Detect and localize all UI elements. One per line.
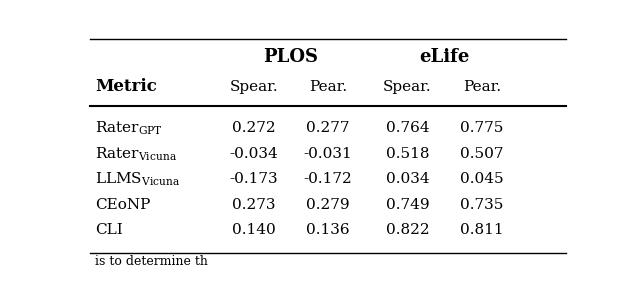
Text: 0.518: 0.518 <box>386 147 429 161</box>
Text: Spear.: Spear. <box>229 80 278 94</box>
Text: 0.272: 0.272 <box>232 122 275 135</box>
Text: Rater$_{\mathregular{Vicuna}}$: Rater$_{\mathregular{Vicuna}}$ <box>95 145 177 163</box>
Text: Rater$_{\mathregular{GPT}}$: Rater$_{\mathregular{GPT}}$ <box>95 119 163 137</box>
Text: 0.811: 0.811 <box>460 223 504 237</box>
Text: 0.273: 0.273 <box>232 198 275 212</box>
Text: 0.279: 0.279 <box>306 198 350 212</box>
Text: Pear.: Pear. <box>463 80 501 94</box>
Text: 0.764: 0.764 <box>385 122 429 135</box>
Text: -0.173: -0.173 <box>229 172 278 186</box>
Text: -0.034: -0.034 <box>229 147 278 161</box>
Text: 0.822: 0.822 <box>385 223 429 237</box>
Text: CLI: CLI <box>95 223 123 237</box>
Text: 0.775: 0.775 <box>460 122 504 135</box>
Text: 0.735: 0.735 <box>460 198 504 212</box>
Text: CEoNP: CEoNP <box>95 198 150 212</box>
Text: 0.507: 0.507 <box>460 147 504 161</box>
Text: Spear.: Spear. <box>383 80 431 94</box>
Text: 0.034: 0.034 <box>385 172 429 186</box>
Text: Metric: Metric <box>95 78 157 95</box>
Text: 0.277: 0.277 <box>307 122 349 135</box>
Text: is to determine th: is to determine th <box>95 255 208 268</box>
Text: 0.045: 0.045 <box>460 172 504 186</box>
Text: Pear.: Pear. <box>309 80 347 94</box>
Text: 0.136: 0.136 <box>306 223 350 237</box>
Text: -0.172: -0.172 <box>303 172 353 186</box>
Text: -0.031: -0.031 <box>303 147 353 161</box>
Text: PLOS: PLOS <box>263 48 318 66</box>
Text: eLife: eLife <box>419 48 470 66</box>
Text: 0.749: 0.749 <box>385 198 429 212</box>
Text: 0.140: 0.140 <box>232 223 275 237</box>
Text: LLMS$_{\mathregular{Vicuna}}$: LLMS$_{\mathregular{Vicuna}}$ <box>95 170 180 188</box>
